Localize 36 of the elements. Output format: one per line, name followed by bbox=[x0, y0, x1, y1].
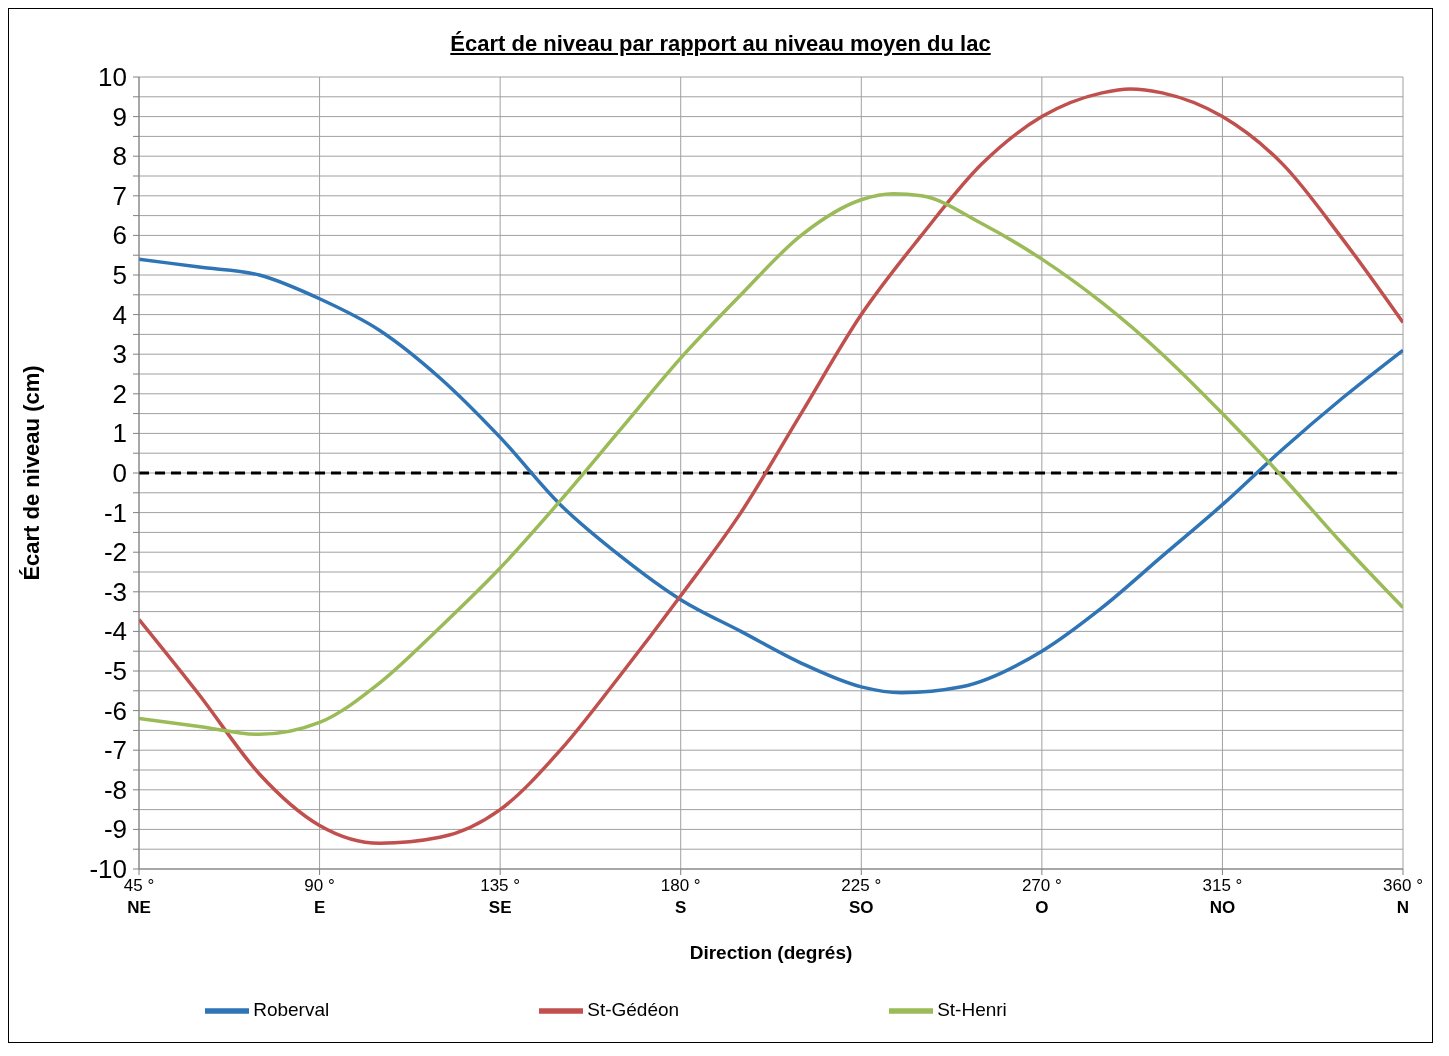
x-tick-label: 270 ° O bbox=[1021, 876, 1062, 917]
line-series bbox=[139, 257, 1403, 695]
legend-label: Roberval bbox=[253, 999, 330, 1021]
y-tick-label: -5 bbox=[103, 656, 127, 686]
y-tick-label: 9 bbox=[112, 101, 127, 132]
chart-title: Écart de niveau par rapport au niveau moyen du lac bbox=[449, 31, 992, 58]
x-tick-label: 315 ° NO bbox=[1202, 876, 1243, 917]
y-tick-label: 1 bbox=[112, 418, 127, 449]
x-tick-label: 225 ° SO bbox=[841, 876, 882, 917]
y-axis-title: Écart de niveau (cm) bbox=[18, 365, 44, 581]
line-series bbox=[139, 192, 1403, 737]
y-tick-label: 8 bbox=[112, 141, 127, 172]
y-tick-label: 5 bbox=[112, 260, 127, 290]
y-tick-label: -6 bbox=[103, 695, 127, 726]
y-tick-label: 2 bbox=[112, 378, 127, 409]
y-tick-label: -7 bbox=[103, 735, 127, 766]
y-tick-label: 4 bbox=[112, 299, 127, 330]
x-tick-label: 360 ° N bbox=[1383, 876, 1423, 917]
y-tick-label: -3 bbox=[103, 576, 127, 607]
y-tick-label: 0 bbox=[112, 458, 127, 488]
y-tick-label: -9 bbox=[103, 814, 127, 845]
y-tick-label: 7 bbox=[112, 180, 127, 211]
legend-label: St-Henri bbox=[937, 999, 1007, 1021]
x-axis-title: Direction (degrés) bbox=[689, 942, 853, 963]
y-tick-label: -2 bbox=[103, 537, 127, 568]
y-tick-label: 3 bbox=[112, 339, 127, 370]
y-tick-label: -8 bbox=[103, 774, 127, 805]
y-tick-label: -1 bbox=[103, 497, 127, 528]
line-series bbox=[139, 87, 1403, 846]
y-tick-label: 10 bbox=[98, 62, 127, 92]
x-tick-label: 180 ° S bbox=[660, 876, 701, 917]
y-tick-label: 6 bbox=[112, 220, 127, 251]
legend-label: St-Gédéon bbox=[587, 999, 680, 1021]
x-tick-label: 90 ° E bbox=[304, 876, 335, 917]
x-tick-label: 135 ° SE bbox=[480, 876, 521, 917]
y-tick-label: -4 bbox=[103, 616, 127, 647]
